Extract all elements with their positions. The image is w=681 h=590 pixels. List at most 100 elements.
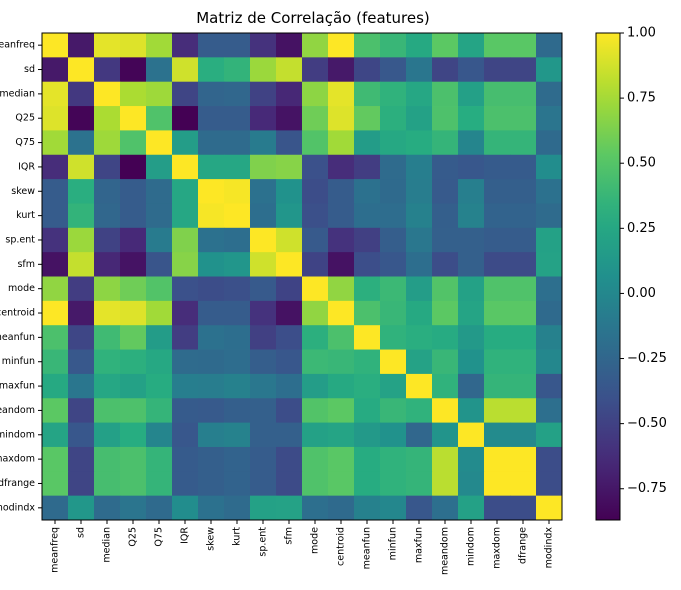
heatmap-cell: [406, 373, 433, 399]
heatmap-cell: [328, 252, 355, 277]
heatmap-cell: [406, 179, 433, 204]
heatmap-cell: [120, 81, 147, 107]
y-tick-label: mindom: [0, 429, 35, 440]
heatmap-cell: [198, 130, 225, 156]
heatmap-cell: [380, 130, 407, 156]
heatmap-cell: [276, 446, 303, 472]
heatmap-cell: [380, 179, 407, 204]
heatmap-cell: [510, 179, 537, 204]
heatmap-cell: [198, 349, 225, 375]
x-tick-label: maxdom: [492, 527, 503, 569]
x-tick-label: Q25: [128, 527, 139, 547]
heatmap-cell: [328, 373, 355, 399]
heatmap-cell: [146, 349, 173, 375]
heatmap-cell: [380, 203, 407, 229]
heatmap-cell: [250, 33, 277, 58]
heatmap-cell: [354, 325, 381, 350]
heatmap-cell: [94, 57, 121, 83]
heatmap-cell: [458, 57, 485, 83]
heatmap-cell: [224, 373, 251, 399]
heatmap-cell: [224, 57, 251, 83]
heatmap-cell: [406, 227, 433, 253]
heatmap-cell: [406, 422, 433, 448]
colorbar-tick-label: −0.25: [627, 351, 667, 366]
heatmap-cell: [120, 252, 147, 277]
heatmap-cell: [458, 422, 485, 448]
heatmap-cell: [42, 300, 69, 326]
heatmap-cell: [250, 130, 277, 156]
heatmap-cell: [458, 373, 485, 399]
heatmap-cell: [510, 203, 537, 229]
colorbar-ticks: −0.75 −0.50 −0.25 0.00 0.25 0.50 0.75 1.00: [620, 26, 667, 496]
heatmap-cell: [302, 398, 329, 423]
heatmap-cell: [146, 422, 173, 448]
heatmap-cell: [328, 227, 355, 253]
heatmap-cell: [42, 373, 69, 399]
heatmap-cell: [224, 300, 251, 326]
heatmap-cell: [94, 300, 121, 326]
heatmap-cell: [172, 252, 199, 277]
heatmap-cell: [120, 154, 147, 180]
heatmap-cell: [328, 203, 355, 229]
heatmap-cell: [120, 325, 147, 350]
heatmap-cell: [94, 422, 121, 448]
heatmap-cell: [536, 325, 563, 350]
x-tick-label: mode: [310, 527, 321, 554]
heatmap-cell: [198, 446, 225, 472]
heatmap-cell: [224, 106, 251, 131]
heatmap-cell: [354, 106, 381, 131]
y-tick-label: meanfreq: [0, 40, 35, 51]
heatmap-cell: [224, 154, 251, 180]
heatmap-cell: [68, 106, 95, 131]
heatmap-cell: [224, 471, 251, 497]
heatmap-cell: [172, 203, 199, 229]
heatmap-cell: [250, 398, 277, 423]
heatmap-cell: [458, 106, 485, 131]
heatmap-cell: [302, 154, 329, 180]
heatmap-cell: [302, 106, 329, 131]
heatmap-cell: [354, 446, 381, 472]
heatmap-cell: [198, 422, 225, 448]
heatmap-cell: [380, 373, 407, 399]
heatmap-cell: [120, 373, 147, 399]
heatmap-cell: [42, 106, 69, 131]
heatmap-cell: [250, 276, 277, 302]
heatmap-cell: [328, 179, 355, 204]
x-tick-label: meanfreq: [50, 527, 61, 573]
heatmap-cell: [536, 33, 563, 58]
heatmap-cell: [120, 300, 147, 326]
heatmap-cell: [328, 81, 355, 107]
heatmap-cells: [42, 33, 563, 521]
heatmap-cell: [354, 154, 381, 180]
heatmap-cell: [406, 300, 433, 326]
heatmap-cell: [380, 252, 407, 277]
heatmap-cell: [42, 203, 69, 229]
heatmap-cell: [94, 203, 121, 229]
heatmap-cell: [224, 495, 251, 521]
heatmap-cell: [380, 57, 407, 83]
heatmap-cell: [354, 300, 381, 326]
heatmap-cell: [328, 130, 355, 156]
y-tick-label: modindx: [0, 502, 35, 513]
x-tick-label: IQR: [180, 527, 191, 544]
heatmap-cell: [354, 57, 381, 83]
colorbar-tick-label: −0.75: [627, 481, 667, 496]
heatmap-cell: [120, 130, 147, 156]
y-axis-ticks: meanfreq sd median Q25 Q75 IQR skew kurt sp.ent s…: [0, 40, 42, 513]
heatmap-cell: [276, 325, 303, 350]
heatmap-cell: [198, 373, 225, 399]
heatmap-cell: [354, 398, 381, 423]
heatmap-cell: [406, 252, 433, 277]
heatmap-cell: [146, 227, 173, 253]
heatmap-cell: [510, 325, 537, 350]
x-tick-label: Q75: [154, 527, 165, 547]
heatmap-cell: [432, 398, 459, 423]
heatmap-cell: [510, 373, 537, 399]
x-tick-label: mindom: [466, 527, 477, 566]
heatmap-cell: [146, 325, 173, 350]
heatmap-cell: [172, 495, 199, 521]
heatmap-cell: [198, 57, 225, 83]
heatmap-cell: [276, 276, 303, 302]
heatmap-cell: [302, 227, 329, 253]
heatmap-cell: [484, 300, 511, 326]
